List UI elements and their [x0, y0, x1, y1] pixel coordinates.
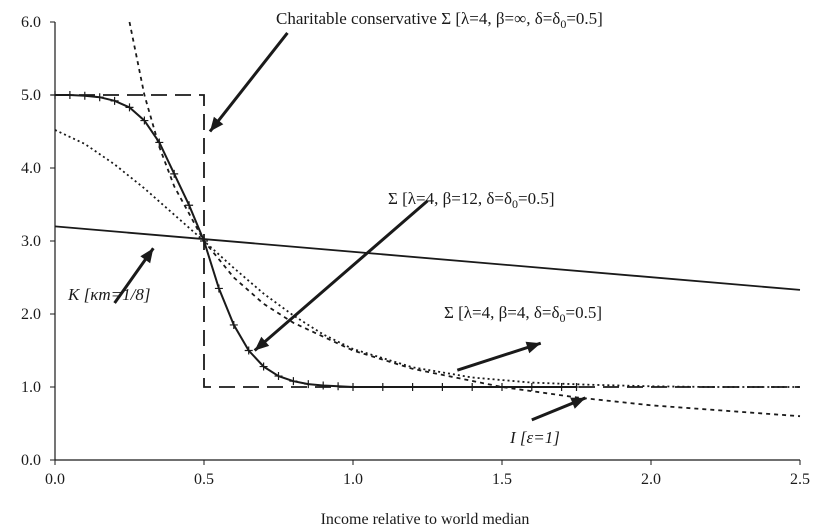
y-tick-label: 6.0: [21, 14, 41, 31]
annotation-arrowhead: [525, 341, 541, 354]
series-point-marker: [334, 382, 343, 391]
series-point-marker: [170, 169, 179, 178]
annotation-K: K [κm=1/8]: [67, 285, 150, 304]
annotation-arrow: [208, 32, 289, 133]
y-tick-label: 4.0: [21, 160, 41, 177]
x-tick-label: 0.5: [194, 471, 214, 488]
x-tick-label: 0.0: [45, 471, 65, 488]
series-point-marker: [438, 383, 447, 391]
x-tick-label: 2.5: [790, 471, 810, 488]
series-point-marker: [378, 383, 387, 391]
series-point-marker: [527, 383, 536, 391]
series-point-marker: [244, 346, 253, 355]
y-tick-label: 5.0: [21, 87, 41, 104]
y-tick-label: 1.0: [21, 379, 41, 396]
series-point-marker: [259, 362, 268, 371]
series-point-marker: [65, 91, 74, 99]
annotation-arrowhead: [140, 248, 154, 264]
annotation-arrow: [253, 199, 429, 352]
x-tick-label: 1.5: [492, 471, 512, 488]
series-point-marker: [95, 93, 104, 102]
series-point-marker: [289, 377, 298, 386]
series-point-marker: [557, 383, 566, 391]
annotation-arrowhead: [570, 397, 586, 409]
series-point-marker: [140, 116, 149, 125]
annotation-arrowhead: [254, 336, 270, 351]
x-tick-label: 1.0: [343, 471, 363, 488]
series-point-marker: [274, 372, 283, 381]
series-line-solid-crosses: [55, 94, 577, 388]
series-line-dashed-short: [128, 21, 801, 418]
series-point-marker: [51, 91, 59, 99]
series-point-marker: [229, 320, 238, 329]
series-line-dashed-long: [55, 94, 800, 388]
series-line-dotted: [54, 129, 800, 388]
annotation-arrow: [456, 341, 542, 372]
series-point-marker: [214, 284, 223, 293]
series-point-marker: [80, 91, 89, 100]
y-tick-label: 2.0: [21, 306, 41, 323]
series-point-marker: [572, 383, 581, 391]
series-point-marker: [304, 380, 313, 389]
series-point-marker: [125, 103, 134, 112]
x-tick-label: 2.0: [641, 471, 661, 488]
series-point-marker: [408, 383, 417, 391]
series-point-marker: [155, 138, 164, 147]
axes: 0.0 1.0 2.0 3.0 4.0 5.0 6.0 0.0 0.5 1.0 1.5 2.0 2.5: [21, 14, 810, 488]
series-line-solid: [54, 225, 801, 291]
annotation-arrows: [113, 32, 587, 422]
series-point-marker: [185, 201, 194, 210]
series-point-marker: [319, 381, 328, 390]
series-point-marker: [468, 383, 477, 391]
series-point-marker: [110, 96, 119, 105]
series-point-marker: [349, 383, 357, 391]
annotation-arrowhead: [209, 116, 224, 132]
series-layer: [51, 21, 801, 418]
y-tick-label: 0.0: [21, 452, 41, 469]
y-tick-label: 3.0: [21, 233, 41, 250]
annotation-charitable: Charitable conservative Σ [λ=4, β=∞, δ=δ…: [276, 9, 603, 31]
annotation-beta12: Σ [λ=4, β=12, δ=δ0=0.5]: [388, 189, 554, 211]
annotation-beta4: Σ [λ=4, β=4, δ=δ0=0.5]: [444, 303, 602, 325]
x-axis-title: Income relative to world median: [321, 511, 530, 528]
annotation-I: I [ε=1]: [509, 428, 560, 447]
